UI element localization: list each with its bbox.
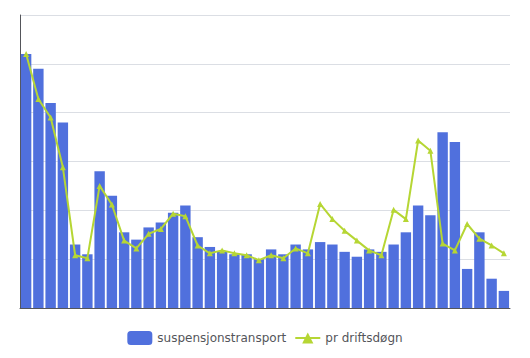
- svg-text:pr driftsdøgn: pr driftsdøgn: [325, 331, 402, 345]
- svg-text:suspensjonstransport: suspensjonstransport: [157, 331, 286, 345]
